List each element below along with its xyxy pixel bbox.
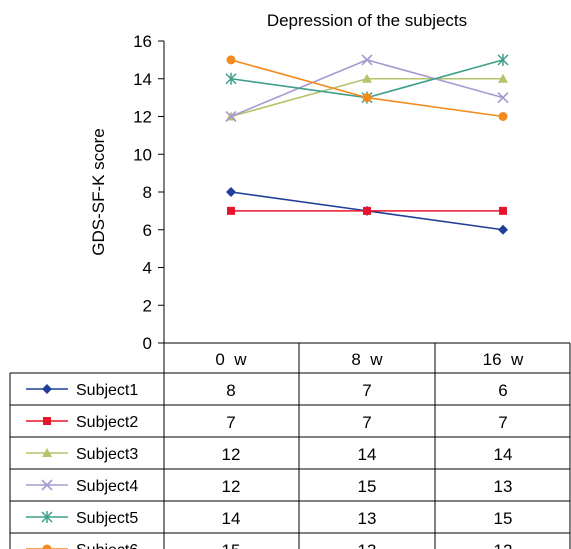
y-tick-label: 12 — [133, 108, 152, 127]
data-point — [42, 544, 52, 549]
data-point — [226, 55, 236, 65]
data-point — [498, 112, 508, 121]
data-point — [497, 92, 509, 104]
data-point — [361, 54, 373, 66]
series-line — [230, 59, 504, 118]
x-category-label: 0 w — [215, 350, 247, 369]
data-point — [41, 479, 53, 491]
data-point — [226, 187, 236, 197]
table-row: Subject1 8 7 6 — [26, 381, 508, 400]
data-point — [43, 417, 51, 425]
series-subject4 — [225, 54, 509, 123]
table-cell-value: 15 — [222, 541, 241, 549]
y-tick-label: 10 — [133, 145, 152, 164]
plot-series — [225, 53, 509, 235]
series-subject6 — [226, 55, 508, 121]
table-cell-value: 14 — [222, 509, 241, 528]
data-point — [42, 448, 52, 457]
y-axis: 0 2 4 6 8 10 12 14 16 — [133, 32, 165, 353]
y-tick-label: 6 — [143, 221, 152, 240]
table-cell-value: 13 — [494, 477, 513, 496]
data-point — [225, 110, 237, 123]
series-subject2 — [227, 206, 507, 215]
data-point — [362, 73, 372, 83]
data-table: 0 w 8 w 16 w Subject1 8 7 6 Subject2 7 7 7 Subject3… — [9, 342, 571, 549]
table-cell-value: 7 — [362, 413, 371, 432]
table-cell-value: 12 — [222, 445, 241, 464]
y-tick-label: 0 — [143, 334, 152, 353]
table-row: Subject2 7 7 7 — [26, 413, 508, 432]
y-tick-label: 8 — [143, 183, 152, 202]
data-point — [499, 206, 507, 215]
table-cell-value: 7 — [226, 413, 235, 432]
series-line — [230, 59, 504, 118]
data-point — [225, 72, 237, 85]
x-category-label: 16 w — [483, 350, 524, 369]
table-cell-value: 8 — [226, 381, 235, 400]
legend-label: Subject1 — [76, 382, 138, 399]
data-point — [42, 384, 52, 394]
data-point — [363, 206, 371, 215]
data-point — [498, 73, 508, 83]
y-tick-label: 14 — [133, 70, 152, 89]
legend-label: Subject5 — [76, 510, 138, 527]
data-point — [362, 93, 372, 103]
y-tick-label: 4 — [143, 259, 152, 278]
legend-label: Subject3 — [76, 446, 138, 463]
table-cell-value: 13 — [358, 509, 377, 528]
y-tick-label: 2 — [143, 296, 152, 315]
table-row: Subject5 14 13 15 — [26, 509, 512, 528]
table-cell-value: 15 — [358, 477, 377, 496]
legend-label: Subject6 — [76, 542, 138, 549]
data-point — [497, 53, 509, 66]
table-cell-value: 15 — [494, 509, 513, 528]
data-point — [227, 206, 235, 215]
table-row: Subject4 12 15 13 — [26, 477, 512, 496]
data-point — [41, 511, 53, 523]
chart-title: Depression of the subjects — [267, 11, 467, 30]
table-cell-value: 12 — [494, 541, 513, 549]
legend-label: Subject2 — [76, 414, 138, 431]
y-tick-label: 16 — [133, 32, 152, 51]
table-row: Subject6 15 13 12 — [26, 541, 512, 549]
x-category-label: 8 w — [351, 350, 383, 369]
data-point — [498, 224, 508, 235]
legend-label: Subject4 — [76, 478, 138, 495]
y-axis-label: GDS-SF-K score — [89, 128, 108, 256]
table-cell-value: 6 — [498, 381, 507, 400]
table-cell-value: 12 — [222, 477, 241, 496]
table-cell-value: 14 — [358, 445, 377, 464]
table-cell-value: 13 — [358, 541, 377, 549]
table-row: Subject3 12 14 14 — [26, 445, 512, 464]
table-cell-value: 14 — [494, 445, 513, 464]
table-cell-value: 7 — [498, 413, 507, 432]
table-cell-value: 7 — [362, 381, 371, 400]
